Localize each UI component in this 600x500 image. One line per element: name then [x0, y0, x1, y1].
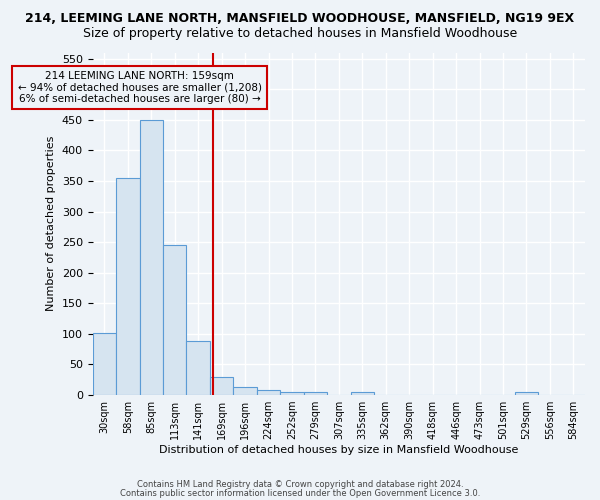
Bar [210, 376, 233, 395]
Y-axis label: Number of detached properties: Number of detached properties [46, 136, 56, 312]
Text: Contains public sector information licensed under the Open Government Licence 3.: Contains public sector information licen… [120, 488, 480, 498]
X-axis label: Distribution of detached houses by size in Mansfield Woodhouse: Distribution of detached houses by size … [159, 445, 518, 455]
Bar [140, 120, 163, 395]
Bar [350, 392, 374, 395]
Text: 214, LEEMING LANE NORTH, MANSFIELD WOODHOUSE, MANSFIELD, NG19 9EX: 214, LEEMING LANE NORTH, MANSFIELD WOODH… [25, 12, 575, 26]
Bar [93, 332, 116, 395]
Text: Contains HM Land Registry data © Crown copyright and database right 2024.: Contains HM Land Registry data © Crown c… [137, 480, 463, 489]
Bar [280, 392, 304, 395]
Bar [163, 245, 187, 395]
Bar [257, 390, 280, 395]
Text: 214 LEEMING LANE NORTH: 159sqm
← 94% of detached houses are smaller (1,208)
6% o: 214 LEEMING LANE NORTH: 159sqm ← 94% of … [17, 71, 262, 104]
Text: Size of property relative to detached houses in Mansfield Woodhouse: Size of property relative to detached ho… [83, 28, 517, 40]
Bar [233, 386, 257, 395]
Bar [187, 341, 210, 395]
Bar [304, 392, 327, 395]
Bar [116, 178, 140, 395]
Bar [515, 392, 538, 395]
